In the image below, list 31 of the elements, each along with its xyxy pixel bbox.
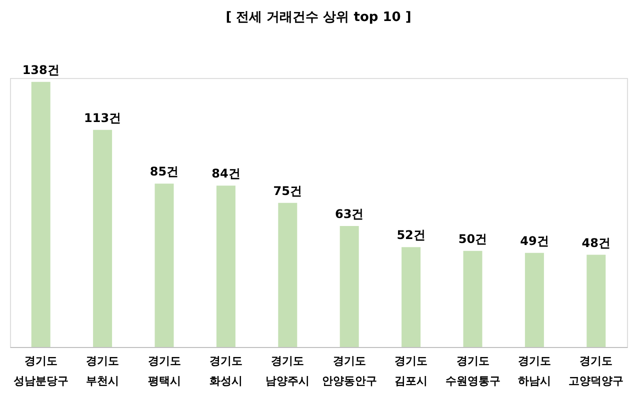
x-tick-label: 경기도 고양덕양구 (568, 354, 624, 388)
bar (31, 82, 50, 347)
data-label: 52건 (396, 228, 426, 242)
bar (154, 184, 174, 347)
x-tick-label: 경기도 성남분당구 (13, 354, 68, 388)
data-label: 113건 (84, 110, 122, 125)
x-tick-label: 경기도 김포시 (394, 354, 428, 388)
bar (524, 252, 544, 347)
data-label: 75건 (273, 184, 302, 198)
x-tick-label: 경기도 부천시 (86, 354, 120, 388)
x-tick-label: 경기도 수원영통구 (445, 354, 500, 388)
bar (93, 130, 112, 347)
bar (402, 247, 421, 347)
data-label: 138건 (22, 62, 60, 77)
data-label: 84건 (212, 166, 240, 181)
bar (278, 202, 298, 347)
data-label: 85건 (150, 164, 179, 179)
bar (340, 226, 359, 347)
data-label: 49건 (520, 234, 549, 248)
data-label: 48건 (582, 236, 610, 250)
x-tick-label: 경기도 평택시 (148, 354, 181, 388)
x-tick-label: 경기도 남양주시 (266, 354, 310, 388)
x-tick-label: 경기도 안양동안구 (322, 354, 377, 388)
x-tick-label: 경기도 하남시 (518, 354, 551, 388)
bar (216, 186, 236, 347)
bar (463, 250, 482, 347)
x-tick-label: 경기도 화성시 (209, 354, 242, 388)
data-label: 63건 (335, 206, 364, 221)
bar (586, 254, 606, 347)
data-label: 50건 (458, 232, 488, 246)
chart-title: [ 전세 거래건수 상위 top 10 ] (226, 10, 412, 25)
